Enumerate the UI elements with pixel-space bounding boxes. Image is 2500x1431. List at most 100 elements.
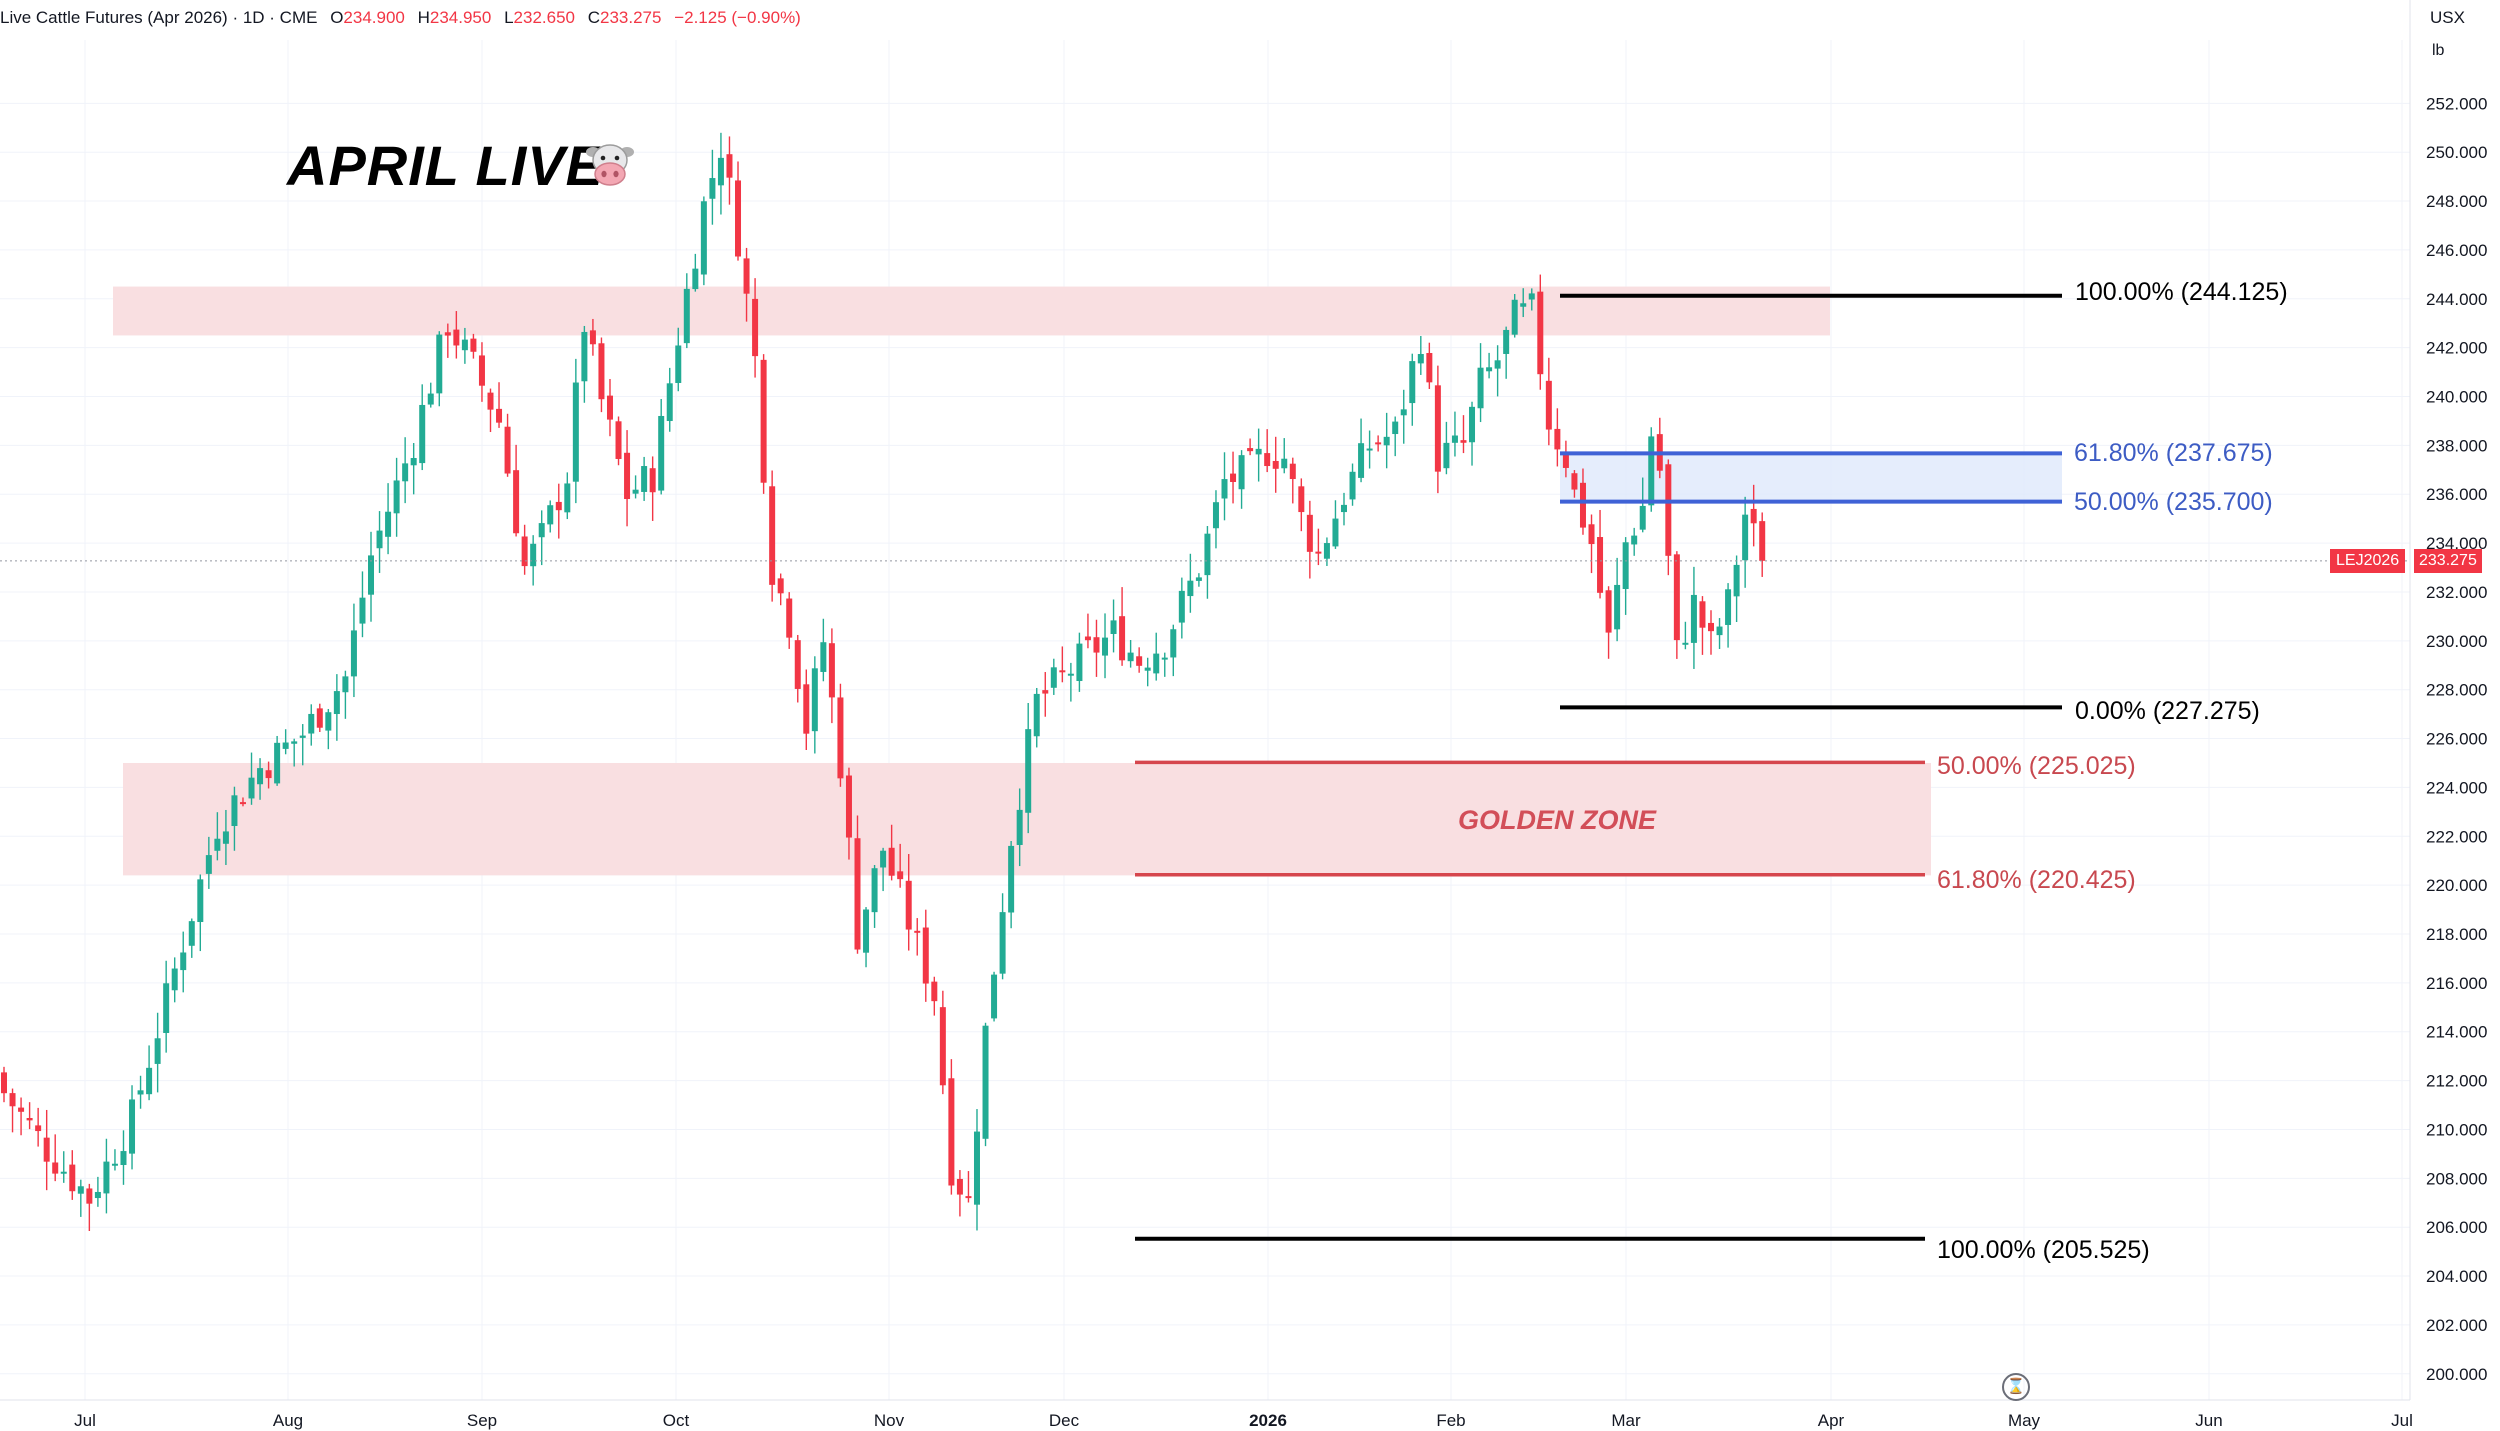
y-tick-label: 206.000: [2426, 1218, 2487, 1237]
y-tick-label: 246.000: [2426, 241, 2487, 260]
candle-body: [530, 543, 537, 567]
candle-body: [735, 180, 742, 257]
candle-body: [222, 831, 229, 844]
y-tick-label: 212.000: [2426, 1072, 2487, 1091]
x-tick-label: 2026: [1249, 1411, 1287, 1430]
candle-body: [1597, 537, 1604, 593]
candle-body: [129, 1099, 136, 1154]
candle-body: [427, 393, 434, 405]
y-tick-label: 226.000: [2426, 730, 2487, 749]
candle-body: [154, 1038, 161, 1064]
candle-body: [1340, 504, 1347, 513]
candle-body: [1639, 505, 1646, 530]
candle-body: [675, 345, 682, 383]
candle-body: [922, 927, 929, 984]
y-tick-label: 224.000: [2426, 778, 2487, 797]
hourglass-icon[interactable]: ⌛: [2002, 1373, 2030, 1401]
candle-body: [444, 332, 451, 336]
candle-body: [1033, 693, 1040, 737]
candle-body: [9, 1093, 16, 1107]
candle-body: [103, 1161, 110, 1194]
candle-body: [325, 712, 332, 731]
candle-body: [410, 458, 417, 466]
x-tick-label: Jul: [74, 1411, 96, 1430]
candle-body: [1127, 652, 1134, 662]
candle-body: [137, 1090, 144, 1095]
candle-body: [1503, 329, 1510, 354]
candle-body: [914, 930, 921, 933]
candle-body: [555, 501, 562, 511]
x-tick-label: Mar: [1611, 1411, 1641, 1430]
candle-body: [146, 1067, 153, 1095]
candle-body: [171, 968, 178, 991]
candle-body: [1358, 443, 1365, 478]
candle-body: [308, 713, 315, 734]
candle-body: [658, 415, 665, 491]
open-value: 234.900: [343, 8, 405, 27]
candle-body: [547, 505, 554, 525]
candle-body: [606, 395, 613, 420]
symbol-price-tag: LEJ2026: [2330, 549, 2406, 573]
candle-body: [299, 735, 306, 738]
candle-body: [717, 157, 724, 186]
candle-body: [1562, 453, 1569, 468]
candle-body: [376, 530, 383, 549]
candle-body: [1520, 303, 1527, 307]
fib-blue-band: [1560, 453, 2062, 502]
candle-body: [769, 486, 776, 585]
y-tick-label: 238.000: [2426, 436, 2487, 455]
candle-body: [1409, 361, 1416, 404]
candle-body: [683, 288, 690, 344]
candle-body: [436, 334, 443, 394]
fib-label-618-upper: 61.80% (237.675): [2074, 439, 2273, 467]
candle-body: [564, 483, 571, 513]
candle-body: [1759, 521, 1766, 561]
candle-body: [231, 795, 238, 827]
candle-body: [1161, 657, 1168, 660]
currency-label[interactable]: USX: [2430, 8, 2465, 27]
y-tick-label: 208.000: [2426, 1169, 2487, 1188]
candle-body: [1605, 590, 1612, 633]
candle-body: [991, 974, 998, 1019]
candle-body: [760, 359, 767, 483]
candle-body: [43, 1137, 50, 1162]
low-label: L: [504, 8, 514, 27]
x-tick-label: Jul: [2391, 1411, 2413, 1430]
candle-body: [1016, 809, 1023, 845]
candle-body: [786, 598, 793, 638]
y-tick-label: 232.000: [2426, 583, 2487, 602]
candle-body: [982, 1025, 989, 1139]
candle-body: [1042, 690, 1049, 694]
cow-face-icon: [586, 144, 634, 186]
candle-body: [726, 154, 733, 178]
y-tick-label: 234.000: [2426, 534, 2487, 553]
candle-body: [1528, 293, 1535, 300]
candle-body: [1170, 629, 1177, 658]
unit-label: lb: [2432, 42, 2445, 59]
y-tick-label: 244.000: [2426, 290, 2487, 309]
candle-body: [777, 578, 784, 594]
high-label: H: [417, 8, 430, 27]
y-tick-label: 214.000: [2426, 1023, 2487, 1042]
candle-body: [1264, 453, 1271, 467]
candle-body: [1469, 406, 1476, 443]
candle-body: [1665, 464, 1672, 556]
y-tick-label: 250.000: [2426, 143, 2487, 162]
candle-body: [274, 742, 281, 784]
candle-body: [291, 741, 298, 744]
candle-body: [1716, 626, 1723, 636]
candle-body: [1204, 533, 1211, 576]
y-tick-label: 248.000: [2426, 192, 2487, 211]
x-tick-label: Jun: [2195, 1411, 2222, 1430]
candle-body: [1383, 436, 1390, 446]
candle-body: [1221, 479, 1228, 499]
candle-body: [60, 1171, 67, 1174]
candle-body: [1511, 299, 1518, 335]
low-value: 232.650: [513, 8, 575, 27]
candle-body: [1289, 463, 1296, 480]
candle-body: [197, 879, 204, 923]
high-value: 234.950: [429, 8, 492, 27]
candle-body: [871, 868, 878, 913]
x-tick-label: Dec: [1049, 1411, 1080, 1430]
